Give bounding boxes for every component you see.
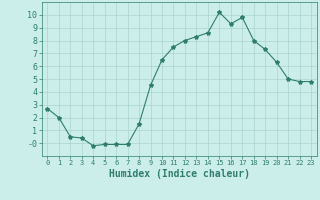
X-axis label: Humidex (Indice chaleur): Humidex (Indice chaleur): [109, 169, 250, 179]
